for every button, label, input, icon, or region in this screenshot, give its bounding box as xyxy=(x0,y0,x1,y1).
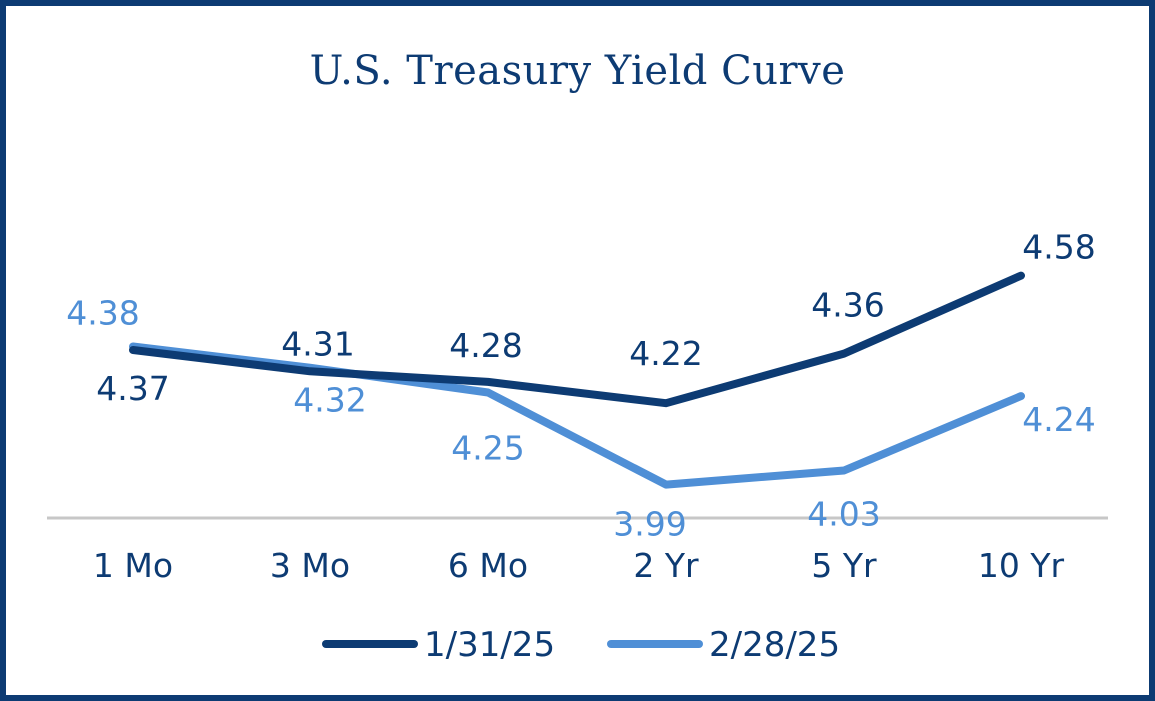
chart-title: U.S. Treasury Yield Curve xyxy=(309,48,846,94)
x-tick-label: 6 Mo xyxy=(448,546,528,585)
legend-label: 2/28/25 xyxy=(709,625,840,665)
x-tick-label: 3 Mo xyxy=(270,546,350,585)
data-label: 4.28 xyxy=(449,326,522,365)
data-label: 4.37 xyxy=(96,369,169,408)
x-tick-label: 5 Yr xyxy=(811,546,877,585)
data-label: 3.99 xyxy=(613,505,686,544)
x-tick-label: 10 Yr xyxy=(978,546,1065,585)
data-label: 4.32 xyxy=(293,381,366,420)
series-line-0 xyxy=(129,271,1025,408)
legend-label: 1/31/25 xyxy=(424,625,555,665)
data-label: 4.24 xyxy=(1022,400,1095,439)
data-label: 4.38 xyxy=(66,294,139,333)
data-label: 4.58 xyxy=(1022,228,1095,267)
data-label: 4.36 xyxy=(811,286,884,325)
data-label: 4.31 xyxy=(281,324,354,363)
data-label: 4.25 xyxy=(451,429,524,468)
data-label: 4.03 xyxy=(807,495,880,534)
x-tick-label: 1 Mo xyxy=(93,546,173,585)
x-tick-label: 2 Yr xyxy=(633,546,699,585)
data-label: 4.22 xyxy=(629,334,702,373)
